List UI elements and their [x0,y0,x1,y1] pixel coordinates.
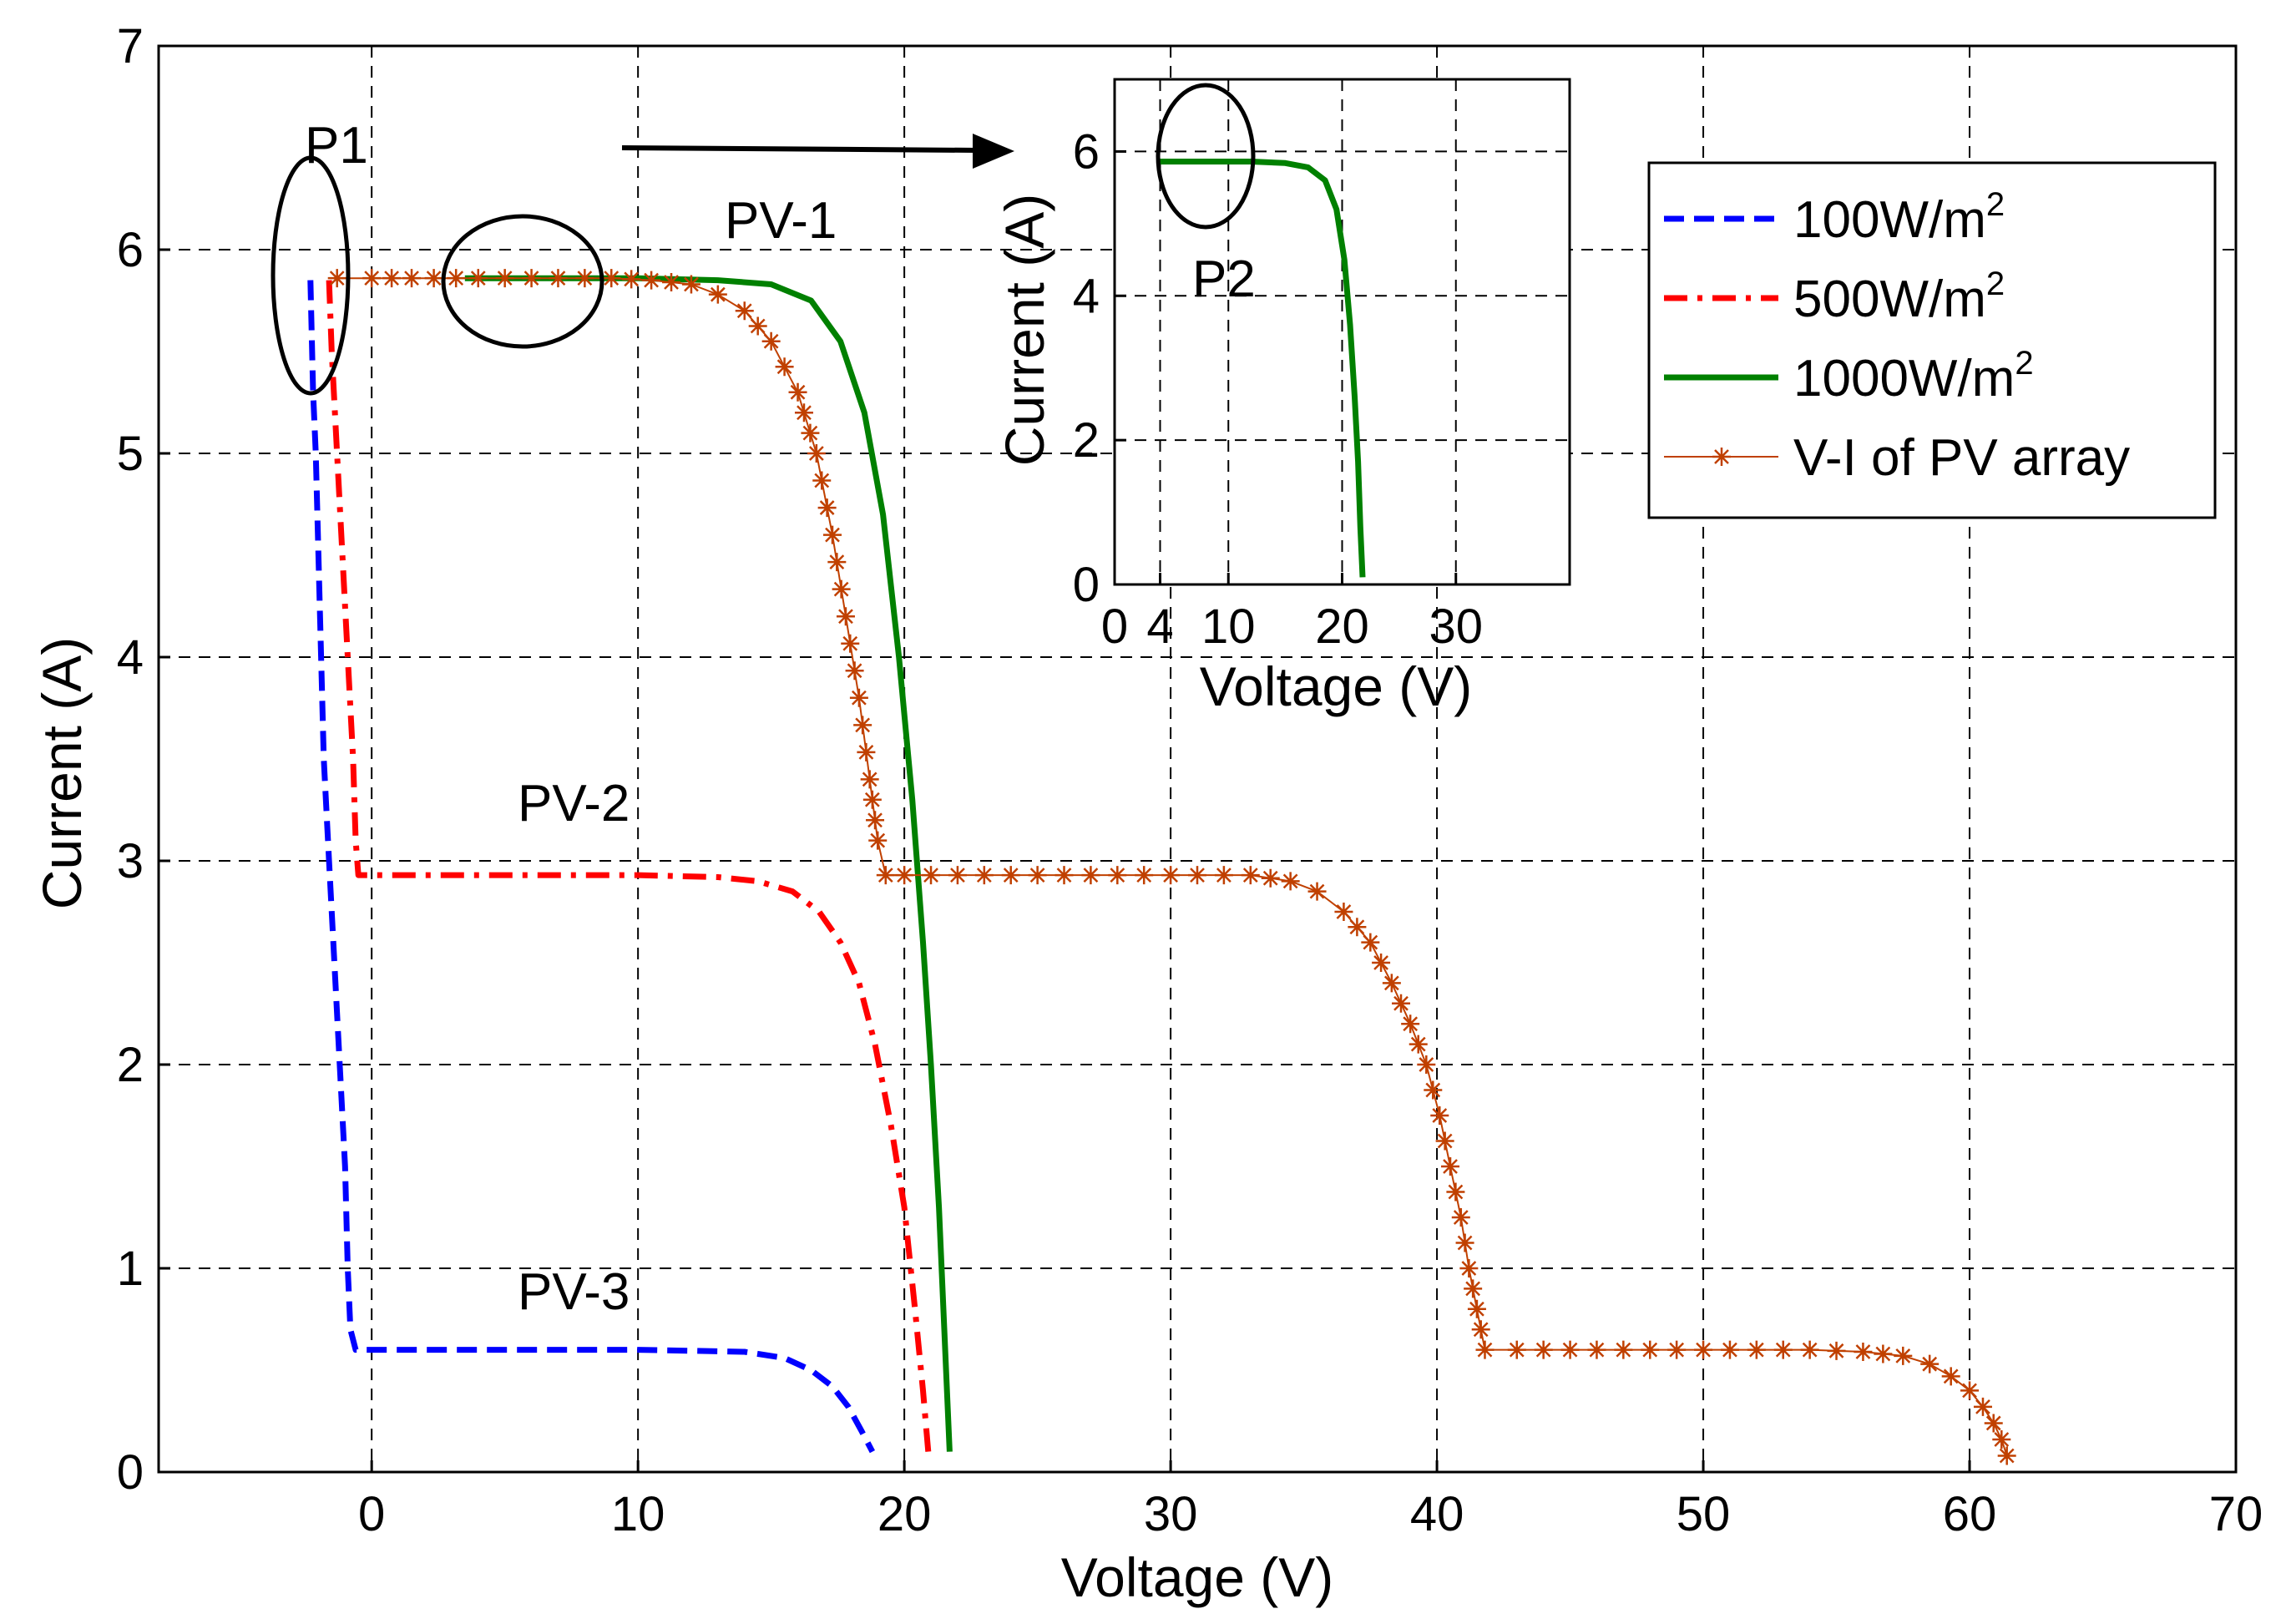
annotation-p1: P1 [305,117,368,175]
main-series-markers-v-i-of-pv-array [327,269,2016,1465]
annotation-p2: P2 [1192,250,1256,308]
inset-x-tick-label: 0 [1101,600,1128,654]
main-x-tick-label: 30 [1144,1487,1198,1541]
main-x-axis-label: Voltage (V) [1061,1546,1334,1608]
inset-x-tick-label: 30 [1429,600,1483,654]
inset-y-axis-label: Current (A) [994,194,1055,466]
legend-label-text: 500W/m [1793,271,1986,328]
legend-label-text: 1000W/m [1793,350,2015,407]
main-x-tick-label: 10 [611,1487,665,1541]
main-x-tick-label: 20 [877,1487,932,1541]
p1-ellipse [271,155,351,396]
legend-box [1647,161,2217,519]
legend-label-superscript: 2 [1986,186,2005,223]
main-x-tick-label: 50 [1677,1487,1731,1541]
main-y-tick-label: 6 [117,223,144,277]
legend-star-marker-icon [1712,448,1731,466]
main-y-tick-label: 4 [117,630,144,685]
legend-label-text: V-I of PV array [1793,429,2130,487]
annotation-pv3: PV-3 [518,1263,630,1321]
main-y-tick-label: 7 [117,19,144,73]
annotation-pv2: PV-2 [518,775,630,832]
inset-y-tick-label: 0 [1073,558,1100,612]
main-y-tick-label: 1 [117,1242,144,1296]
annotation-pv1: PV-1 [725,192,837,250]
p2-ellipse [1156,83,1256,230]
main-series-line-100w-m [307,280,875,1454]
main-series [307,269,2016,1465]
inset-y-tick-label: 6 [1073,124,1100,179]
inset-x-tick-label: 10 [1201,600,1256,654]
main-series-line-1000w-m [464,275,953,1452]
main-x-tick-label: 60 [1943,1487,1997,1541]
legend-label-superscript: 2 [2015,345,2033,382]
main-x-tick-label: 0 [358,1487,385,1541]
main-plot-frame [157,44,2238,1474]
main-x-tick-label: 40 [1410,1487,1464,1541]
main-y-tick-label: 0 [117,1445,144,1500]
legend-label-3: V-I of PV array [1793,429,2130,487]
main-y-tick-label: 3 [117,834,144,888]
main-series-line-500w-m [326,280,932,1452]
inset-y-tick-label: 4 [1073,269,1100,323]
main-y-tick-label: 2 [117,1038,144,1092]
zoom-arrow-line [621,145,978,153]
legend-label-superscript: 2 [1986,266,2005,302]
legend-label-1: 500W/m2 [1793,266,2005,328]
inset-x-tick-label: 20 [1315,600,1369,654]
main-y-axis-label: Current (A) [31,637,93,909]
main-x-tick-label: 70 [2209,1487,2263,1541]
main-y-tick-label: 5 [117,427,144,481]
pv1-region-ellipse [441,214,604,349]
zoom-arrow-head-icon [973,134,1014,169]
legend-label-0: 100W/m2 [1793,186,2005,249]
inset-x-tick-label: 4 [1146,600,1173,654]
legend-label-2: 1000W/m2 [1793,345,2034,407]
inset-x-axis-label: Voltage (V) [1200,655,1473,717]
legend-label-text: 100W/m [1793,191,1986,249]
inset-y-tick-label: 2 [1073,413,1100,468]
